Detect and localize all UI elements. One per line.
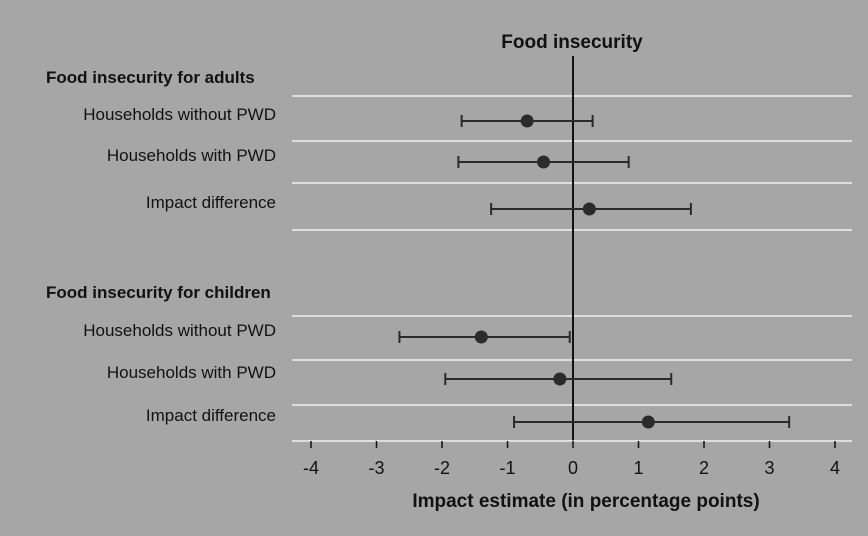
x-tick-label: -3 [368, 458, 384, 478]
row-label: Impact difference [146, 406, 276, 425]
row-label: Households with PWD [107, 146, 276, 165]
estimate-point [537, 155, 551, 169]
x-tick-label: 3 [764, 458, 774, 478]
x-axis: -4 -3 -2 -1 0 1 2 3 4 [292, 440, 852, 478]
row-label: Households with PWD [107, 363, 276, 382]
row-label: Households without PWD [83, 321, 276, 340]
x-tick-label: 1 [633, 458, 643, 478]
x-tick-label: 0 [568, 458, 578, 478]
section-label: Food insecurity for children [46, 283, 271, 302]
estimate-point [582, 202, 596, 216]
x-tick-label: -1 [499, 458, 515, 478]
estimate-point [553, 372, 567, 386]
x-tick-label: -4 [303, 458, 319, 478]
estimate-point [641, 415, 655, 429]
x-axis-label: Impact estimate (in percentage points) [412, 491, 759, 512]
estimate-point [520, 114, 534, 128]
x-tick-label: 4 [830, 458, 840, 478]
x-tick-label: 2 [699, 458, 709, 478]
estimate-point [474, 330, 488, 344]
x-tick-label: -2 [434, 458, 450, 478]
chart-title: Food insecurity [501, 32, 643, 53]
row-labels: Food insecurity for adults Households wit… [46, 68, 276, 425]
row-label: Households without PWD [83, 105, 276, 124]
confidence-intervals [398, 114, 791, 429]
row-label: Impact difference [146, 193, 276, 212]
section-label: Food insecurity for adults [46, 68, 255, 87]
